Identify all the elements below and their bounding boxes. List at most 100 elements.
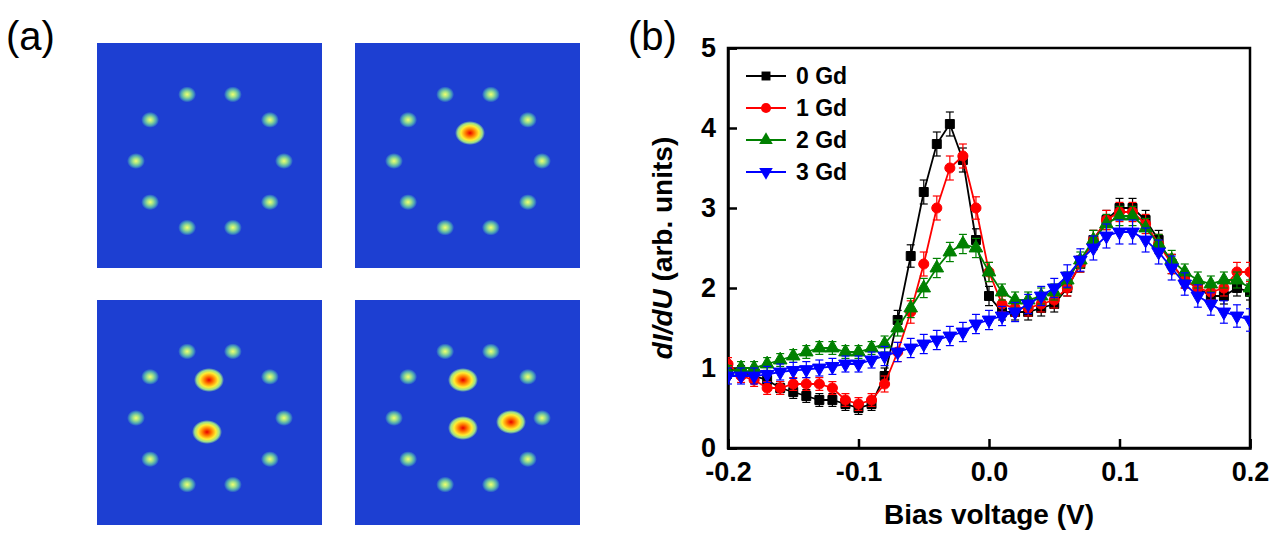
tick-label: 4 <box>701 113 716 143</box>
legend-item: 1 Gd <box>746 95 847 121</box>
gd-atom <box>448 368 478 392</box>
error-bar-cap <box>933 330 941 331</box>
series-line <box>728 216 1250 372</box>
error-bar-cap <box>841 393 849 394</box>
error-bar-cap <box>972 238 980 239</box>
ring-atom <box>519 112 537 128</box>
error-bar-cap <box>920 278 928 279</box>
error-bar-cap <box>1037 286 1045 287</box>
data-point <box>971 203 981 213</box>
error-bar-cap <box>1129 202 1137 203</box>
data-point <box>865 356 879 368</box>
data-point <box>943 244 957 256</box>
error-bar-cap <box>946 345 954 346</box>
error-bar-cap <box>855 410 863 411</box>
error-bar-cap <box>894 335 902 336</box>
error-bar-cap <box>815 390 823 391</box>
data-point <box>1191 272 1205 284</box>
data-point <box>1245 267 1250 277</box>
data-point <box>1008 292 1022 304</box>
error-bar-cap <box>972 257 980 258</box>
error-bar-cap <box>1050 307 1058 308</box>
error-bar-cap <box>1037 311 1045 312</box>
data-point <box>917 280 931 292</box>
error-bar-cap <box>1129 198 1137 199</box>
data-point <box>891 348 905 360</box>
ring-atom <box>178 220 196 236</box>
error-bar-cap <box>1155 263 1163 264</box>
ring-atom <box>224 477 242 493</box>
error-bar <box>907 245 915 267</box>
error-bar-cap <box>881 375 889 376</box>
stm-image <box>355 43 580 268</box>
plot-frame <box>728 48 1250 448</box>
data-point <box>880 379 890 389</box>
error-bar-cap <box>1102 210 1110 211</box>
error-bar-cap <box>1076 248 1084 249</box>
data-point <box>1047 284 1061 296</box>
tick-mark <box>728 127 737 130</box>
error-bar-cap <box>1129 219 1137 220</box>
error-bar-cap <box>1102 223 1110 224</box>
tick: 0.1 <box>1101 439 1139 487</box>
error-bar-cap <box>985 281 993 282</box>
ring-atom <box>224 343 242 359</box>
error-bar-cap <box>985 305 993 306</box>
data-point <box>1126 208 1140 220</box>
data-point <box>1165 264 1179 276</box>
data-point <box>747 372 761 384</box>
ring-atom <box>178 343 196 359</box>
stm-image <box>97 300 322 525</box>
data-point <box>1021 300 1035 312</box>
error-bar-cap <box>763 366 771 367</box>
data-point <box>904 344 918 356</box>
error-bar-cap <box>907 357 915 358</box>
tick-mark <box>988 439 991 448</box>
error-bar-cap <box>881 391 889 392</box>
legend-label: 0 Gd <box>796 63 847 89</box>
ring-atom <box>436 220 454 236</box>
error-bar-cap <box>946 179 954 180</box>
error-bar-cap <box>776 381 784 382</box>
data-point <box>1061 272 1075 284</box>
ring-atom <box>482 220 500 236</box>
gd-atom <box>496 410 526 434</box>
error-bar-cap <box>1076 271 1084 272</box>
error-bar-cap <box>828 406 836 407</box>
ring-atom <box>385 410 403 426</box>
axis-line <box>729 439 1251 449</box>
error-bar-cap <box>959 322 967 323</box>
data-point <box>1126 228 1140 240</box>
error-bar-cap <box>763 394 771 395</box>
error-bar-cap <box>776 363 784 364</box>
error-bar-cap <box>1063 295 1071 296</box>
data-point <box>762 383 772 393</box>
tick: 3 <box>701 193 737 223</box>
error-bar-cap <box>998 306 1006 307</box>
error-bar-cap <box>1246 299 1250 300</box>
error-bar-cap <box>959 167 967 168</box>
error-bar-cap <box>1063 287 1071 288</box>
data-point <box>878 352 892 364</box>
error-bar-cap <box>1024 294 1032 295</box>
error-bar-cap <box>1011 302 1019 303</box>
error-bar-cap <box>750 386 758 387</box>
tick-label: 1 <box>701 353 716 383</box>
y-axis-title: dI/dU (arb. units) <box>647 137 678 359</box>
data-point <box>827 383 837 393</box>
data-point <box>813 364 827 376</box>
error-bar <box>802 390 810 403</box>
ring-atom <box>224 86 242 102</box>
error-bar-cap <box>894 310 902 311</box>
data-point <box>1230 272 1244 284</box>
ring-atom <box>261 369 279 385</box>
x-axis: -0.2-0.10.00.10.2 <box>705 439 1269 487</box>
error-bar-cap <box>1116 243 1124 244</box>
legend: 0 Gd1 Gd2 Gd3 Gd <box>746 63 847 185</box>
y-axis: 012345 <box>701 33 737 463</box>
data-point <box>982 316 996 328</box>
error-bar-cap <box>1142 214 1150 215</box>
error-bar-cap <box>1089 230 1097 231</box>
ring-atom <box>519 369 537 385</box>
tick-label: 0.2 <box>1232 457 1270 487</box>
